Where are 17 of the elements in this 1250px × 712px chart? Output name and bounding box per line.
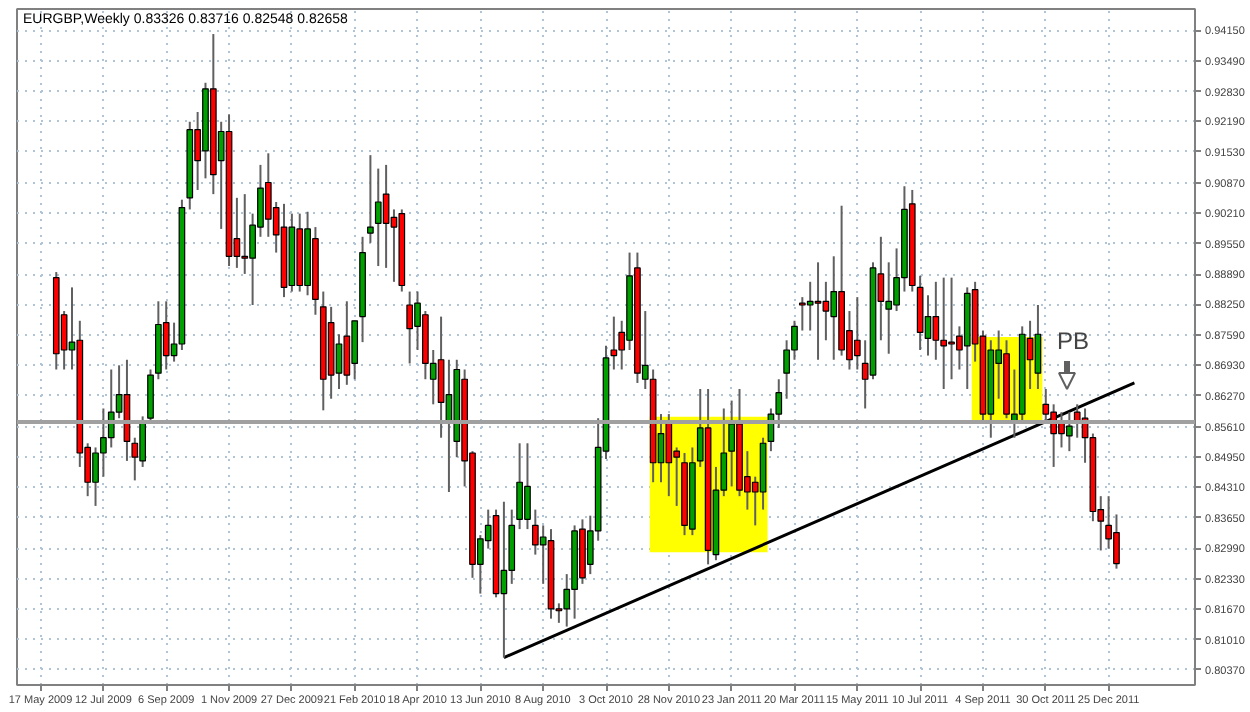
candlestick xyxy=(241,193,249,275)
candlestick xyxy=(1066,411,1073,453)
annotation: PB xyxy=(1057,327,1090,355)
candlestick xyxy=(374,167,382,268)
candlestick xyxy=(728,399,735,488)
candlestick xyxy=(932,280,940,361)
candlestick xyxy=(437,315,445,439)
candlestick xyxy=(814,261,822,361)
candlestick xyxy=(665,413,673,498)
candlestick xyxy=(948,276,955,381)
candlestick xyxy=(924,294,932,357)
candlestick xyxy=(162,300,170,371)
candlestick xyxy=(343,300,351,386)
candlestick xyxy=(940,276,948,390)
candlestick xyxy=(830,255,838,361)
candlestick xyxy=(1034,304,1042,390)
candlestick xyxy=(406,290,414,365)
